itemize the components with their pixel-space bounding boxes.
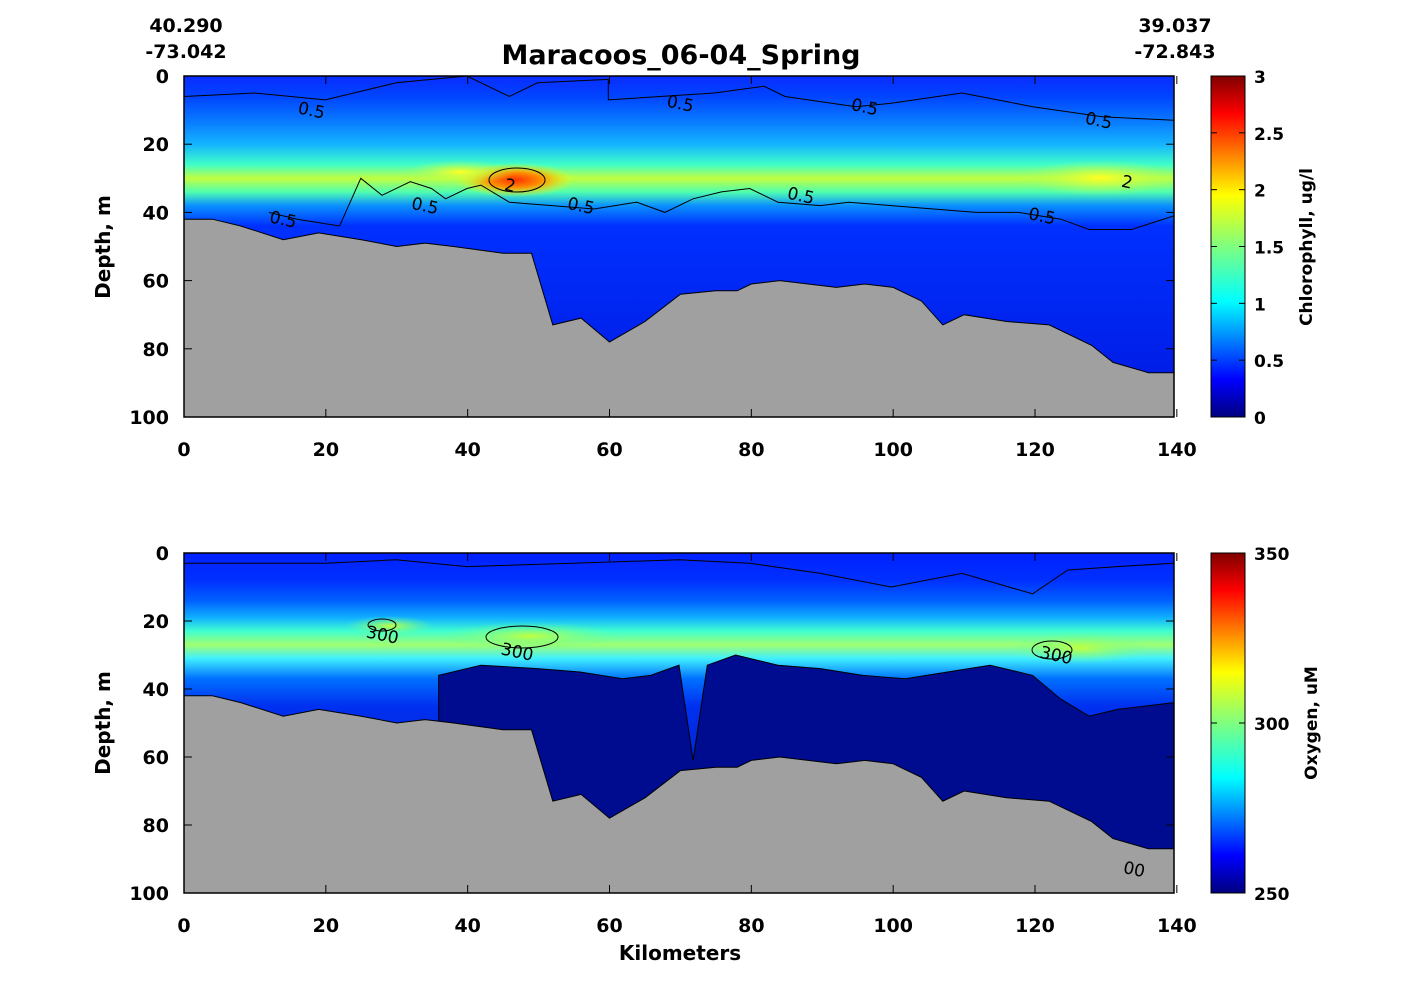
y-tick-label: 80 [143,339,169,361]
y-tick-label: 20 [143,611,169,633]
x-tick-label: 100 [873,439,913,461]
x-axis-label: Kilometers [619,941,741,965]
oxygen-green-patch-2 [1010,632,1150,664]
y-tick-label: 20 [143,134,169,156]
colorbar-tick-label: 300 [1254,715,1290,735]
y-tick-label: 100 [129,407,169,429]
contour-line [485,625,559,649]
plot-frame [183,75,1175,418]
contour-line [184,559,1174,595]
colorbar-tick-label: 0.5 [1254,352,1284,372]
x-tick-label: 100 [873,915,913,937]
y-tick-label: 0 [156,66,169,88]
chlorophyll-yellow-patch-2 [405,160,515,184]
colorbar-tick-label: 2.5 [1254,125,1284,145]
colorbar-label: Oxygen, uM [1302,666,1322,780]
x-tick-label: 80 [738,439,764,461]
x-tick-label: 20 [313,915,339,937]
oxygen-green-patch-3 [345,616,435,636]
y-axis-label: Depth, m [91,671,115,775]
contour-line [488,167,546,193]
end-longitude: -72.843 [1134,41,1215,63]
x-tick-label: 60 [596,439,622,461]
plot-frame [183,552,1175,894]
seafloor [184,218,1174,417]
x-tick-label: 80 [738,915,764,937]
contour-label: 2 [1120,172,1135,194]
contour-label: 2 [503,175,518,197]
oxygen-green-patch [440,622,620,650]
y-axis-label: Depth, m [91,195,115,299]
colorbar-tick-label: 250 [1254,885,1290,905]
colorbar-tick-label: 2 [1254,182,1266,202]
contour-line [268,177,1174,230]
y-tick-label: 40 [143,202,169,224]
y-tick-label: 0 [156,543,169,565]
y-tick-label: 60 [143,271,169,293]
x-tick-label: 140 [1157,915,1197,937]
colorbar-tick-label: 350 [1254,545,1290,565]
colorbar-tick-label: 0 [1254,409,1266,429]
contour-line [367,618,397,632]
y-tick-label: 100 [129,883,169,905]
colorbar-tick-label: 1.5 [1254,239,1284,259]
x-tick-label: 120 [1015,439,1055,461]
x-tick-label: 40 [454,439,480,461]
x-tick-label: 0 [177,439,190,461]
x-tick-label: 120 [1015,915,1055,937]
colorbar-label: Chlorophyll, ug/l [1297,168,1317,326]
x-tick-label: 140 [1157,439,1197,461]
y-tick-label: 60 [143,747,169,769]
x-tick-label: 60 [596,915,622,937]
colorbar-tick-label: 3 [1254,68,1266,88]
y-tick-label: 80 [143,815,169,837]
chlorophyll-yellow-patch [1020,160,1174,196]
contour-label: 00 [1121,858,1146,882]
start-longitude: -73.042 [145,41,226,63]
x-tick-label: 0 [177,915,190,937]
contour-line [184,76,1174,121]
colorbar-tick-label: 1 [1254,295,1266,315]
contour-line [1031,640,1073,660]
end-latitude: 39.037 [1138,15,1211,37]
x-tick-label: 40 [454,915,480,937]
seafloor [184,695,1174,893]
chart-title: Maracoos_06-04_Spring [501,40,860,71]
x-tick-label: 20 [313,439,339,461]
y-tick-label: 40 [143,679,169,701]
start-latitude: 40.290 [149,15,222,37]
chlorophyll-panel: 0.5 0.5 0.50.520.5 0.5 0.50.50.52 0 20 40 60 80 1… [91,66,1317,461]
